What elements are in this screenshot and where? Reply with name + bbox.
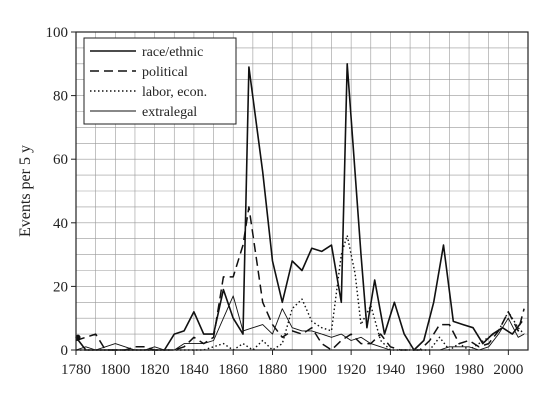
x-tick-label: 1900	[297, 362, 327, 378]
x-tick-label: 1920	[336, 362, 366, 378]
axis-ticks: 1780 1800 1820 1840 1860 1880 1900 1920 1940 1960…	[46, 25, 524, 378]
series-line	[75, 206, 525, 351]
x-tick-label: 1780	[61, 362, 91, 378]
x-tick-label: 1940	[375, 362, 405, 378]
legend-entry-label: extralegal	[142, 105, 197, 120]
x-tick-label: 1820	[140, 362, 170, 378]
x-tick-label: 1880	[258, 362, 288, 378]
x-tick-label: 1960	[415, 362, 445, 378]
x-tick-label: 2000	[493, 362, 523, 378]
plot-frame	[75, 31, 529, 351]
data-point-marker	[75, 334, 81, 340]
x-tick-label: 1980	[454, 362, 484, 378]
legend-entry-label: race/ethnic	[142, 45, 203, 60]
x-tick-label: 1840	[179, 362, 209, 378]
legend-box	[83, 37, 237, 125]
y-tick-label: 20	[53, 279, 68, 295]
y-tick-label: 0	[61, 343, 69, 359]
y-tick-label: 40	[53, 216, 68, 232]
legend-entry-label: labor, econ.	[142, 85, 207, 100]
y-axis-label: Events per 5 y	[17, 145, 34, 237]
legend: race/ethnic political labor, econ. extraleg…	[83, 37, 237, 125]
x-tick-label: 1800	[100, 362, 130, 378]
series-line	[75, 295, 525, 351]
y-tick-label: 80	[53, 89, 68, 105]
y-tick-label: 100	[46, 25, 69, 41]
y-tick-label: 60	[53, 152, 68, 168]
legend-entry-label: political	[142, 65, 188, 80]
x-tick-label: 1860	[218, 362, 248, 378]
